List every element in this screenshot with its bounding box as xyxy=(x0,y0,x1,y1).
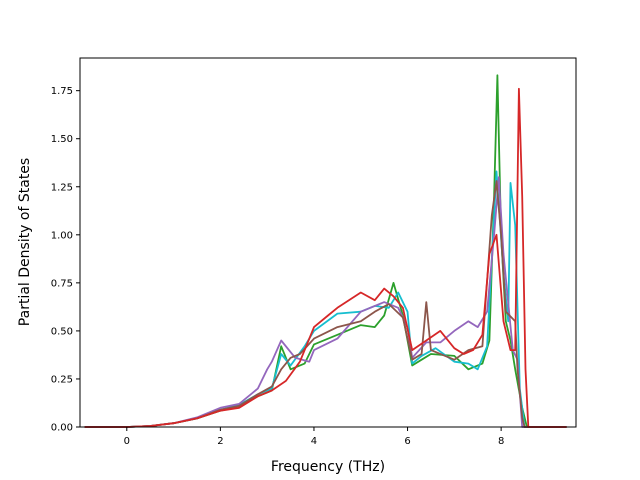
series-line-5 xyxy=(84,87,567,428)
series-line-2 xyxy=(84,170,567,428)
x-tick-label: 8 xyxy=(498,436,504,447)
axes-frame xyxy=(79,57,577,428)
y-tick-label: 1.00 xyxy=(51,230,73,241)
y-tick-label: 1.75 xyxy=(51,86,73,97)
y-tick-label: 0.00 xyxy=(51,423,73,434)
x-tick-label: 6 xyxy=(404,436,410,447)
series-line-1 xyxy=(84,74,567,428)
y-axis-ticks: 0.00 0.25 0.50 0.75 1.00 1.25 1.50 1.75 xyxy=(51,86,80,434)
y-tick-label: 0.25 xyxy=(51,374,73,385)
x-axis-ticks: 0 2 4 6 8 xyxy=(124,427,504,447)
y-tick-label: 0.50 xyxy=(51,326,73,337)
series-line-4 xyxy=(84,180,567,428)
x-axis-label: Frequency (THz) xyxy=(271,459,385,475)
y-axis-label: Partial Density of States xyxy=(17,158,33,326)
y-tick-label: 0.75 xyxy=(51,278,73,289)
y-tick-label: 1.50 xyxy=(51,134,73,145)
x-tick-label: 4 xyxy=(311,436,317,447)
plot-lines xyxy=(84,74,567,428)
x-tick-label: 2 xyxy=(217,436,223,447)
y-tick-label: 1.25 xyxy=(51,182,73,193)
x-tick-label: 0 xyxy=(124,436,130,447)
